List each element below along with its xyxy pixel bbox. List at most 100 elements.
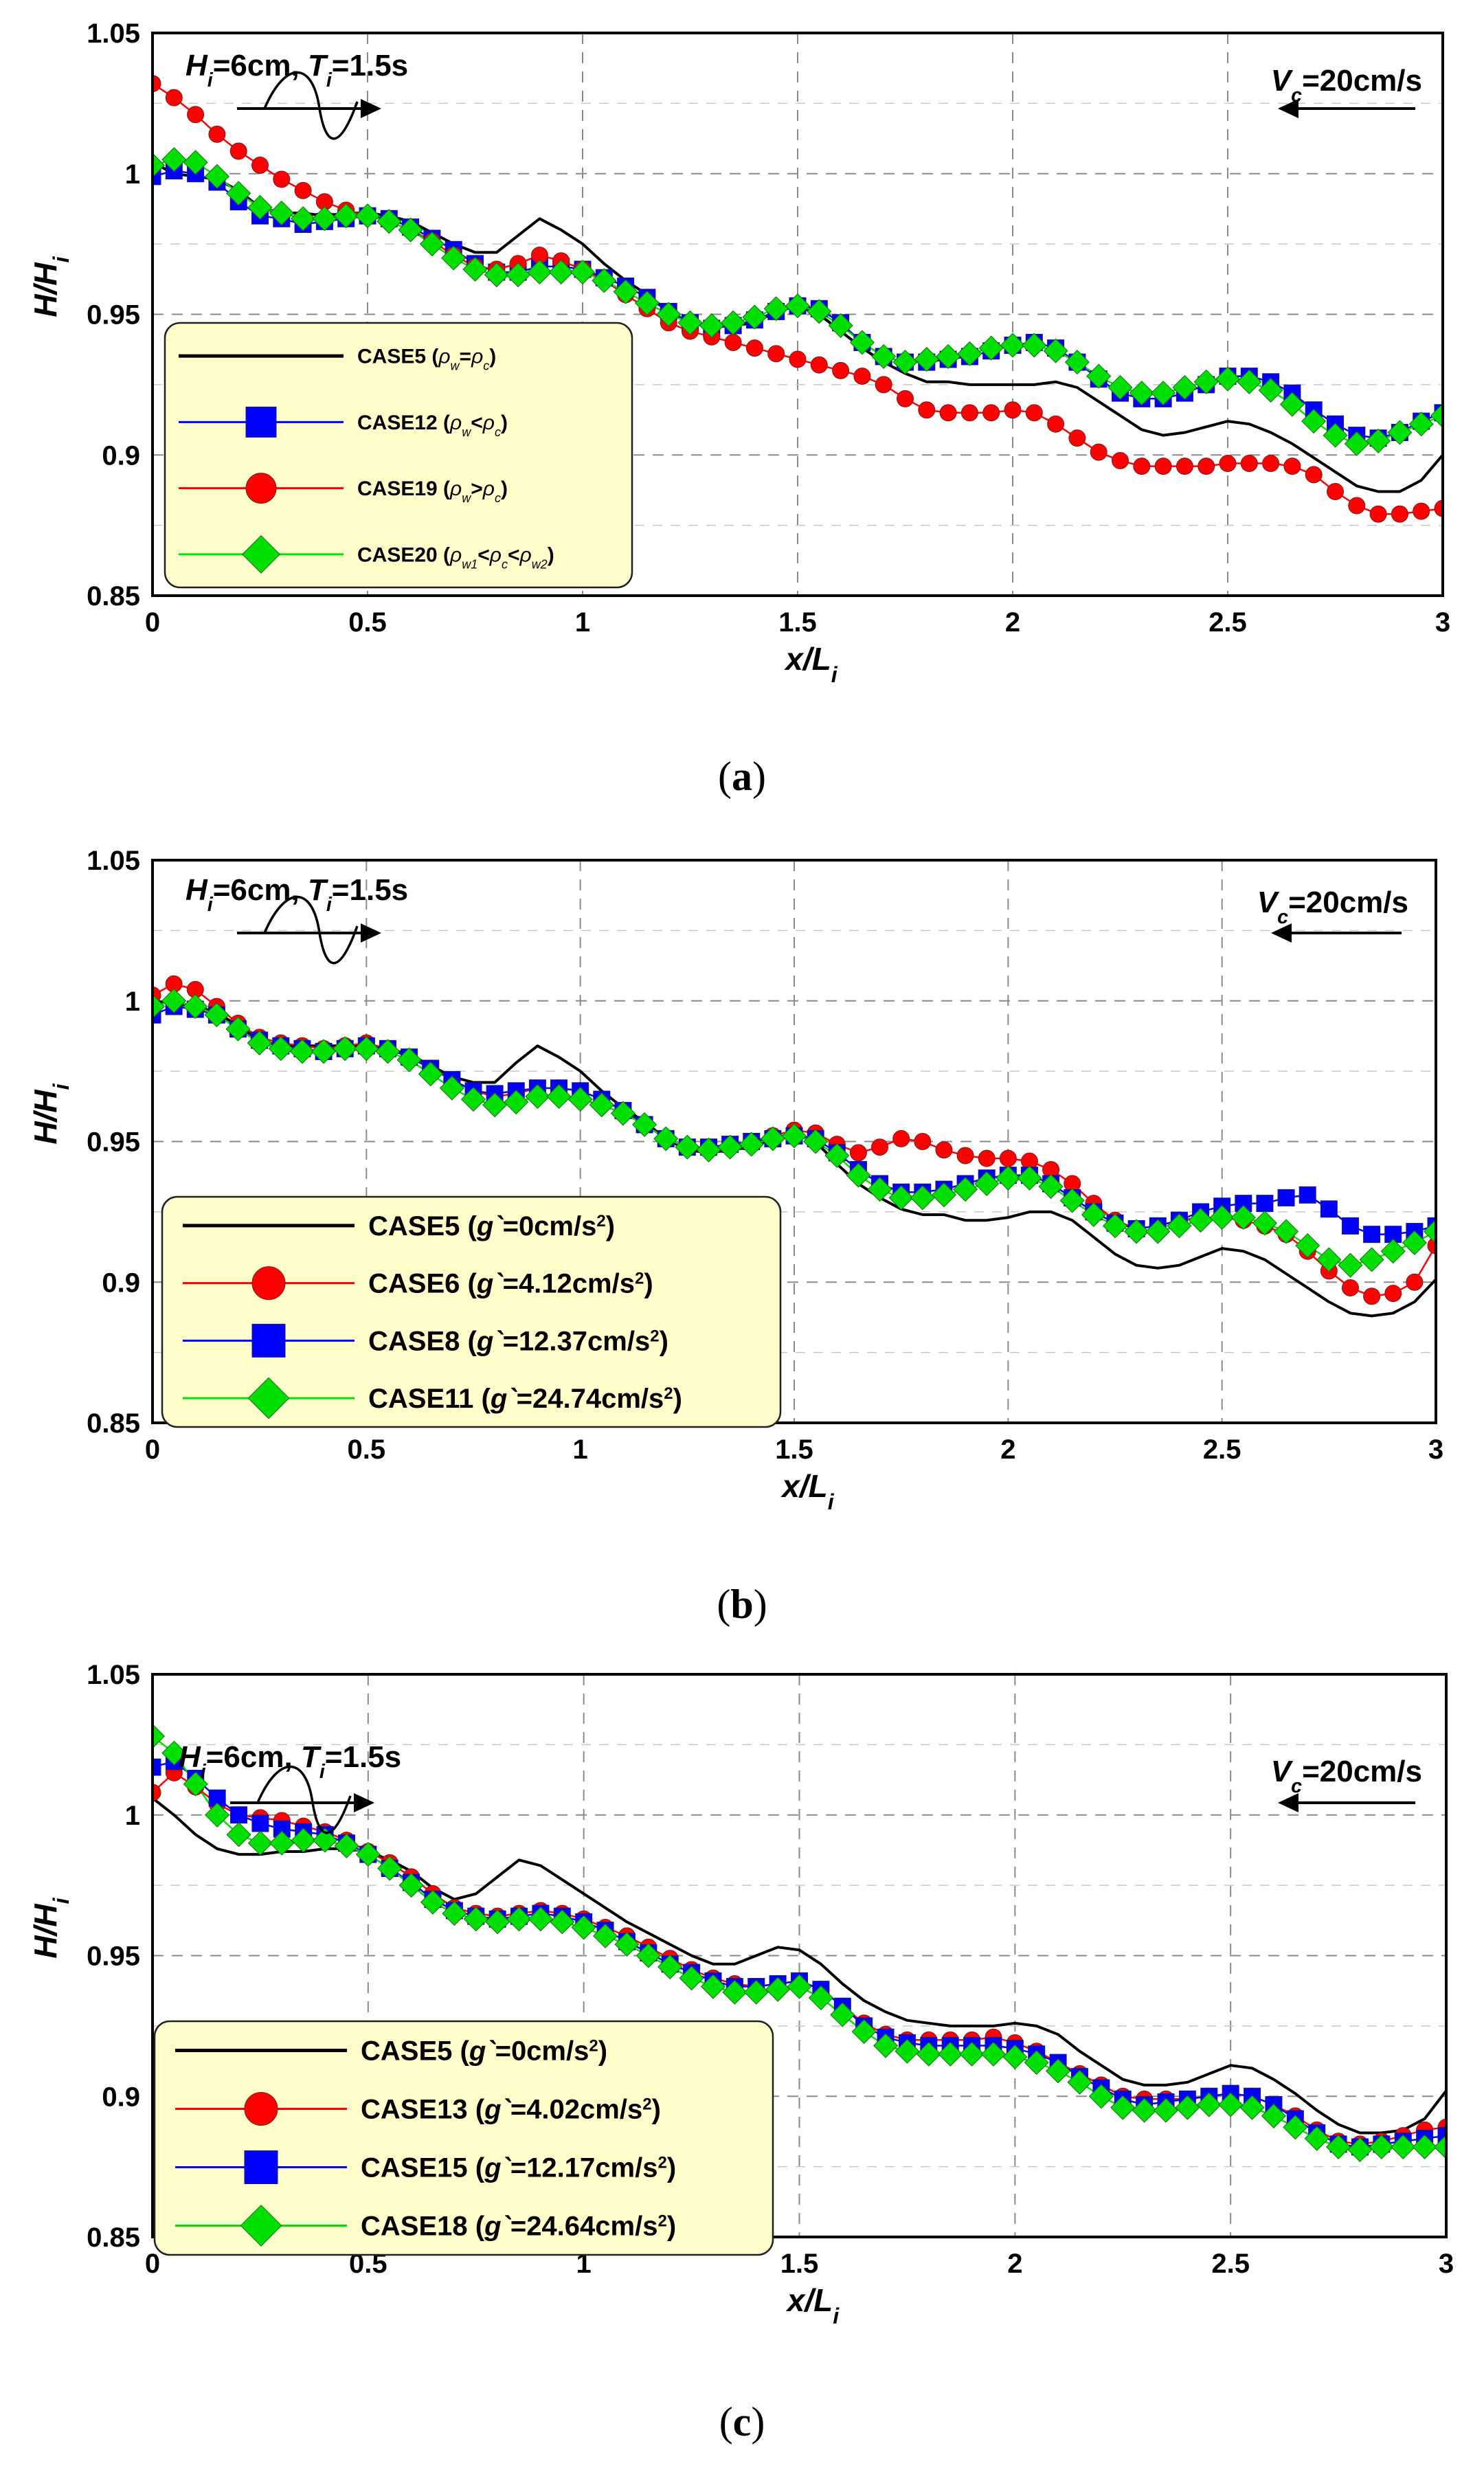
data-point bbox=[1017, 1165, 1042, 1191]
data-point bbox=[1090, 443, 1108, 461]
x-tick-label: 3 bbox=[1428, 1435, 1443, 1465]
legend-label: CASE5 (g`=0cm/s2) bbox=[368, 1211, 615, 1241]
data-point bbox=[1344, 431, 1369, 456]
data-point bbox=[982, 404, 1000, 422]
data-point bbox=[999, 1149, 1017, 1167]
data-point bbox=[269, 201, 294, 226]
data-point bbox=[396, 1047, 422, 1072]
data-point bbox=[1102, 1213, 1128, 1239]
x-axis-label: x/Li bbox=[785, 2282, 840, 2328]
data-point bbox=[897, 390, 914, 407]
data-point bbox=[853, 368, 871, 385]
data-point bbox=[803, 1129, 829, 1154]
x-tick-label: 2.5 bbox=[1203, 1435, 1241, 1465]
data-point bbox=[828, 313, 853, 338]
data-point bbox=[810, 356, 828, 374]
data-point bbox=[631, 1112, 657, 1137]
data-point bbox=[875, 376, 892, 394]
data-point bbox=[1022, 333, 1047, 358]
data-point bbox=[226, 181, 251, 206]
data-point bbox=[312, 1828, 338, 1853]
data-point bbox=[1004, 401, 1022, 419]
x-tick-label: 1.5 bbox=[775, 1435, 813, 1465]
data-point bbox=[550, 1909, 575, 1935]
data-point bbox=[419, 232, 445, 257]
data-point bbox=[980, 2041, 1007, 2067]
legend-marker bbox=[244, 2092, 278, 2126]
chart-panel-a: 0 0.5 1 1.5 2 2.5 3 0.85 0.9 0.95 1 1.05 x/Li H/Hi Hi=… bbox=[27, 19, 1450, 799]
data-point bbox=[1252, 1211, 1278, 1236]
data-point bbox=[914, 1133, 932, 1150]
data-point bbox=[441, 245, 466, 271]
data-point bbox=[892, 350, 918, 375]
legend-marker bbox=[242, 535, 280, 574]
legend-marker bbox=[251, 1266, 286, 1301]
data-point bbox=[398, 217, 423, 243]
current-arrow-icon bbox=[1278, 1793, 1415, 1812]
data-point bbox=[463, 1907, 488, 1932]
legend-label: CASE15 (g`=12.17cm/s2) bbox=[361, 2153, 676, 2183]
legend-label: CASE6 (g`=4.12cm/s2) bbox=[368, 1269, 653, 1299]
data-point bbox=[1423, 1219, 1436, 1244]
y-tick-label: 1 bbox=[125, 159, 140, 190]
data-point bbox=[1129, 381, 1154, 406]
legend: CASE5 (g`=0cm/s2) CASE6 (g`=4.12cm/s2) CAS… bbox=[161, 1195, 782, 1428]
annotation-current-velocity: Vc=20cm/s bbox=[1271, 64, 1422, 106]
data-point bbox=[824, 1143, 850, 1169]
x-axis-label: x/Li bbox=[783, 641, 837, 687]
data-point bbox=[846, 1162, 871, 1188]
x-tick-label: 2 bbox=[1000, 1435, 1015, 1465]
data-point bbox=[871, 1138, 889, 1156]
data-point bbox=[1434, 499, 1443, 517]
data-point bbox=[1341, 1217, 1359, 1235]
y-tick-label: 0.85 bbox=[87, 2223, 140, 2253]
data-point bbox=[398, 1873, 424, 1898]
series-group bbox=[153, 975, 1436, 1318]
x-tick-label: 0 bbox=[145, 607, 160, 638]
data-point bbox=[1283, 458, 1301, 475]
data-point bbox=[873, 2033, 899, 2058]
data-point bbox=[978, 1149, 996, 1167]
data-point bbox=[205, 1802, 230, 1828]
x-tick-label: 2.5 bbox=[1211, 2249, 1250, 2279]
data-point bbox=[1167, 1213, 1192, 1239]
data-point bbox=[1068, 429, 1086, 447]
data-point bbox=[183, 1771, 208, 1797]
data-point bbox=[247, 194, 273, 220]
legend-label: CASE5 (ρw=ρc) bbox=[357, 346, 496, 373]
annotation-wave-params: Hi=6cm, Ti=1.5s bbox=[186, 873, 408, 916]
data-point bbox=[153, 153, 166, 178]
data-point bbox=[1304, 2126, 1329, 2151]
data-point bbox=[739, 1132, 764, 1157]
x-tick-label: 1.5 bbox=[780, 2249, 819, 2279]
data-point bbox=[589, 1092, 614, 1118]
y-axis-label: H/Hi bbox=[27, 256, 74, 317]
data-point bbox=[376, 209, 402, 234]
data-point bbox=[1363, 1287, 1381, 1305]
data-point bbox=[334, 1833, 359, 1858]
data-point bbox=[1112, 451, 1129, 469]
y-tick-label: 0.85 bbox=[87, 581, 140, 611]
current-arrow-icon bbox=[1271, 923, 1402, 943]
y-tick-label: 1.05 bbox=[87, 19, 140, 49]
data-point bbox=[1320, 1200, 1338, 1218]
data-point bbox=[789, 350, 807, 368]
data-point bbox=[375, 1039, 401, 1064]
data-point bbox=[679, 1966, 704, 1991]
data-point bbox=[229, 142, 247, 160]
legend-entry: CASE5 (g`=0cm/s2) bbox=[175, 2036, 607, 2067]
data-point bbox=[1327, 482, 1344, 500]
legend-box bbox=[164, 322, 633, 589]
chart-panel-b: 0 0.5 1 1.5 2 2.5 3 0.85 0.9 0.95 1 1.05 x/Li H/Hi Hi=… bbox=[27, 846, 1443, 1627]
data-point bbox=[153, 993, 166, 1020]
y-axis-label: H/Hi bbox=[27, 1897, 74, 1958]
legend-entry: CASE18 (g`=24.64cm/s2) bbox=[175, 2205, 676, 2247]
data-point bbox=[482, 1092, 508, 1118]
data-point bbox=[938, 2041, 963, 2067]
data-point bbox=[333, 1036, 358, 1061]
data-point bbox=[1132, 2098, 1157, 2123]
chart-panel-c: 0 0.5 1 1.5 2 2.5 30.850.90.9511.05x/LiH/HiHi=… bbox=[27, 1660, 1454, 2444]
data-point bbox=[849, 330, 875, 355]
data-point bbox=[1108, 374, 1133, 401]
